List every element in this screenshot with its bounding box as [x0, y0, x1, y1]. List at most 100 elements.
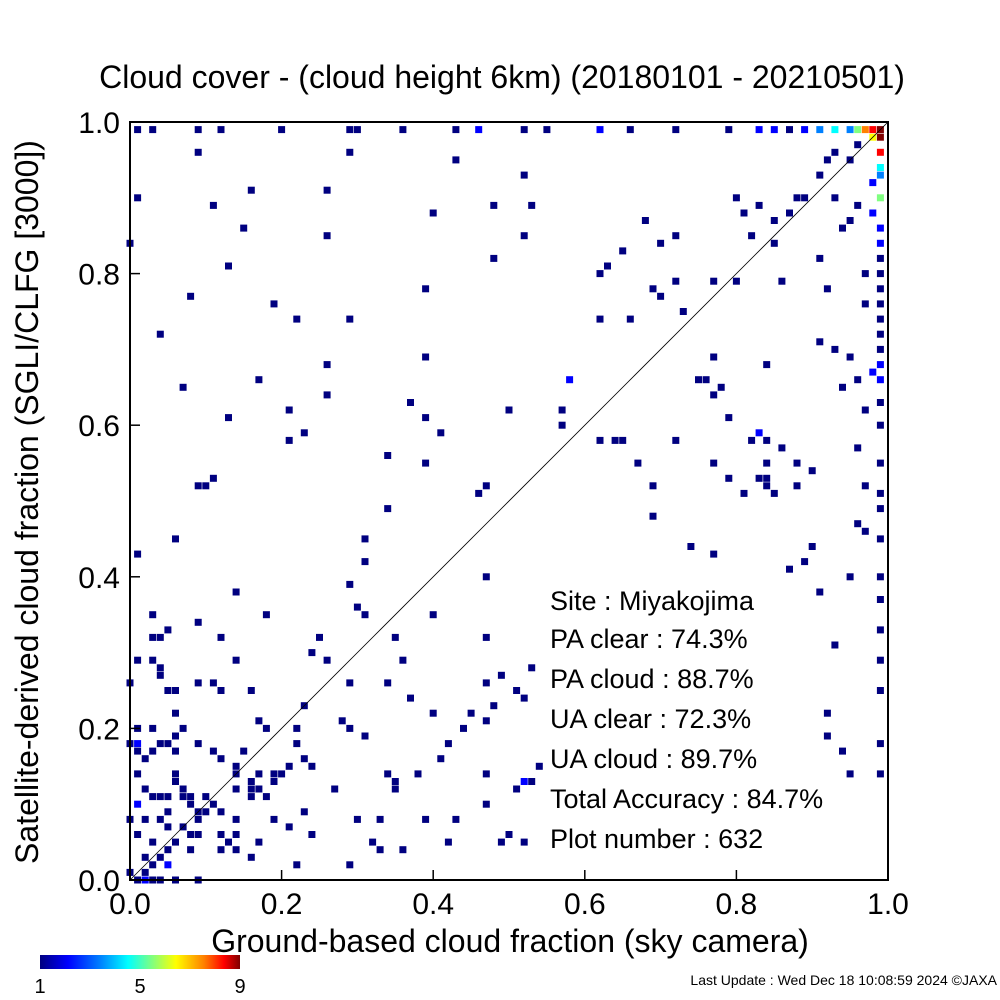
data-point — [520, 694, 528, 702]
data-point — [816, 171, 824, 179]
data-point — [217, 755, 225, 763]
data-point — [876, 285, 884, 293]
data-point — [285, 823, 293, 831]
y-axis-label: Satellite-derived cloud fraction (SGLI/C… — [9, 140, 45, 864]
data-point — [876, 656, 884, 664]
data-point — [520, 126, 528, 134]
data-point — [672, 277, 680, 285]
data-point — [566, 376, 574, 384]
data-point — [657, 239, 665, 247]
data-point — [876, 376, 884, 384]
data-point — [202, 808, 210, 816]
data-point — [854, 444, 862, 452]
data-point — [740, 489, 748, 497]
data-point — [558, 421, 566, 429]
data-point — [172, 709, 179, 717]
data-point — [149, 656, 157, 664]
y-tick-label: 0.8 — [78, 259, 120, 292]
stat-total-accuracy: Total Accuracy : 84.7% — [550, 784, 823, 814]
data-point — [232, 785, 240, 793]
data-point — [801, 126, 809, 134]
data-point — [278, 770, 286, 778]
data-point — [300, 755, 308, 763]
data-point — [262, 793, 270, 801]
data-point — [217, 126, 225, 134]
data-point — [187, 292, 195, 300]
data-point — [876, 687, 884, 694]
data-point — [134, 656, 142, 664]
data-point — [134, 831, 142, 838]
data-point — [604, 262, 611, 270]
data-point — [346, 580, 354, 588]
data-point — [202, 482, 210, 490]
data-point — [361, 732, 369, 740]
data-point — [717, 383, 725, 391]
data-point — [816, 588, 824, 596]
data-point — [695, 376, 702, 384]
data-point — [482, 633, 490, 641]
data-point — [869, 368, 877, 376]
data-point — [194, 815, 202, 823]
data-point — [323, 186, 331, 194]
data-point — [293, 740, 301, 748]
data-point — [225, 414, 232, 422]
data-point — [202, 793, 210, 801]
data-point — [232, 846, 240, 854]
data-point — [732, 194, 740, 202]
data-point — [437, 429, 445, 437]
data-point — [793, 482, 801, 490]
data-point — [164, 687, 172, 694]
data-point — [164, 740, 172, 748]
data-point — [384, 770, 392, 778]
data-point — [801, 558, 809, 566]
data-point — [876, 535, 884, 543]
data-point — [770, 489, 778, 497]
data-point — [346, 724, 354, 732]
y-tick-label: 0.0 — [78, 865, 120, 898]
data-point — [876, 459, 884, 467]
data-point — [323, 361, 331, 369]
data-point — [179, 724, 187, 732]
data-point — [429, 611, 437, 619]
data-point — [854, 520, 862, 528]
data-point — [505, 831, 513, 838]
data-point — [467, 709, 475, 717]
data-point — [672, 436, 680, 444]
data-point — [179, 383, 187, 391]
data-point — [846, 217, 854, 224]
data-point — [134, 800, 142, 808]
data-point — [384, 452, 392, 459]
stat-pa-clear: PA clear : 74.3% — [550, 624, 748, 654]
data-point — [846, 573, 854, 581]
data-point — [209, 474, 217, 482]
y-tick-label: 0.6 — [78, 410, 120, 443]
data-point — [444, 740, 452, 748]
data-point — [187, 793, 195, 801]
data-point — [255, 785, 263, 793]
data-point — [876, 224, 884, 232]
x-tick-label: 0.8 — [716, 888, 758, 921]
stats-box: Site : Miyakojima PA clear : 74.3% PA cl… — [550, 586, 823, 854]
data-point — [596, 436, 604, 444]
x-tick-label: 1.0 — [867, 888, 909, 921]
data-point — [156, 815, 164, 823]
data-point — [270, 815, 278, 823]
data-point — [619, 436, 627, 444]
data-point — [876, 164, 884, 171]
data-point — [134, 194, 142, 202]
data-point — [702, 376, 710, 384]
data-point — [793, 194, 801, 202]
chart-title: Cloud cover - (cloud height 6km) (201801… — [99, 59, 905, 95]
data-point — [520, 778, 528, 785]
data-point — [763, 361, 771, 369]
data-point — [876, 626, 884, 634]
data-point — [255, 717, 263, 725]
data-point — [232, 656, 240, 664]
data-point — [262, 611, 270, 619]
data-point — [361, 558, 369, 566]
data-point — [255, 376, 263, 384]
data-point — [300, 808, 308, 816]
data-point — [391, 633, 399, 641]
data-point — [156, 793, 164, 801]
data-point — [778, 277, 786, 285]
